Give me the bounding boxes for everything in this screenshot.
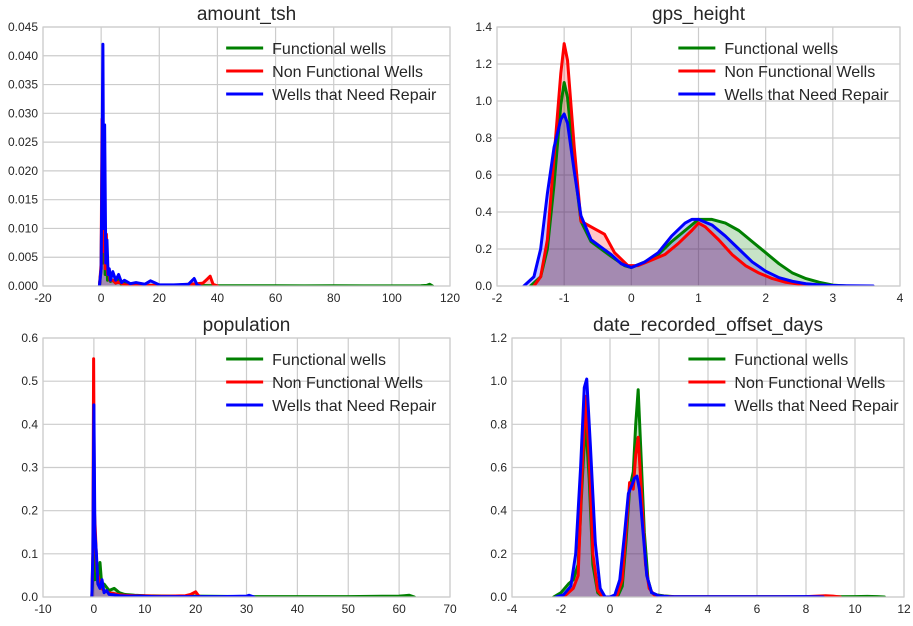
x-tick-label: 60 (392, 602, 406, 616)
plot-frame (42, 26, 451, 287)
y-tick-label: 0.045 (8, 20, 38, 34)
y-tick-label: 0.0 (490, 590, 507, 604)
x-tick-label: 70 (443, 602, 457, 616)
x-tick-label: 1 (695, 291, 702, 305)
y-tick-label: 0.025 (8, 135, 38, 149)
x-tick-label: -2 (492, 291, 503, 305)
x-tick-label: 0 (607, 602, 614, 616)
y-tick-label: 0.030 (8, 106, 38, 120)
x-tick-label: 40 (211, 291, 225, 305)
x-tick-label: -1 (559, 291, 570, 305)
x-tick-label: -10 (34, 602, 52, 616)
y-tick-label: 0.2 (475, 242, 492, 256)
panel-title: gps_height (652, 4, 746, 25)
x-tick-label: 20 (153, 291, 167, 305)
legend-label: Functional wells (724, 41, 838, 58)
panel-gps-height: -2 -1 0 1 2 3 4 0.0 0.2 0.4 0.6 0.8 1.0 1.2 1.4 gps_hei… (475, 4, 903, 305)
y-tick-label: 0.035 (8, 78, 38, 92)
x-tick-label: 100 (382, 291, 402, 305)
legend-label: Non Functional Wells (272, 375, 423, 392)
y-tick-label: 0.005 (8, 250, 38, 264)
x-tick-label: -2 (556, 602, 567, 616)
x-tick-label: 8 (803, 602, 810, 616)
panel-title: date_recorded_offset_days (593, 315, 823, 336)
legend-label: Non Functional Wells (724, 64, 875, 81)
legend-label: Wells that Need Repair (272, 398, 437, 415)
plot-frame (496, 26, 901, 287)
legend-label: Wells that Need Repair (734, 398, 899, 415)
y-tick-label: 0.5 (21, 374, 38, 388)
legend-label: Non Functional Wells (272, 64, 423, 81)
x-tick-label: 2 (656, 602, 663, 616)
y-tick-label: 0.2 (490, 547, 507, 561)
y-tick-label: 0.015 (8, 193, 38, 207)
panel-amount-tsh: -20 0 20 40 60 80 100 120 0.000 0.005 0.010 0.015 0.… (8, 4, 460, 305)
y-tick-label: 0.040 (8, 49, 38, 63)
legend-label: Functional wells (272, 41, 386, 58)
x-tick-label: 0 (98, 291, 105, 305)
y-tick-label: 0.4 (490, 504, 507, 518)
y-tick-label: 1.4 (475, 20, 492, 34)
panel-population: -10 0 10 20 30 40 50 60 70 0.0 0.1 0.2 0.3 0.4 0.5 0.6 p… (21, 315, 457, 616)
x-tick-label: 120 (440, 291, 460, 305)
legend-label: Non Functional Wells (734, 375, 885, 392)
plot-frame (42, 337, 451, 598)
y-tick-label: 0.4 (21, 417, 38, 431)
x-tick-label: 30 (240, 602, 254, 616)
panel-title: population (203, 315, 291, 336)
y-tick-label: 1.0 (475, 94, 492, 108)
y-tick-label: 0.3 (21, 461, 38, 475)
x-tick-label: 60 (269, 291, 283, 305)
panel-title: amount_tsh (197, 4, 296, 25)
y-tick-label: 0.0 (21, 590, 38, 604)
legend-label: Wells that Need Repair (272, 87, 437, 104)
x-tick-label: -20 (34, 291, 52, 305)
y-tick-label: 0.8 (490, 417, 507, 431)
series-group (522, 42, 875, 286)
series-line-wells-that-need-repair (522, 112, 875, 286)
x-tick-label: 10 (138, 602, 152, 616)
x-tick-label: 4 (705, 602, 712, 616)
y-tick-label: 0.0 (475, 279, 492, 293)
y-tick-label: 0.6 (490, 461, 507, 475)
legend-label: Functional wells (734, 352, 848, 369)
x-tick-label: -4 (507, 602, 518, 616)
y-tick-label: 0.6 (21, 331, 38, 345)
legend-label: Wells that Need Repair (724, 87, 889, 104)
panel-date-recorded-offset-days: -4 -2 0 2 4 6 8 10 12 0.0 0.2 0.4 0.6 0.8 1.0 1.2 date_r… (490, 315, 911, 616)
y-tick-label: 1.2 (490, 331, 507, 345)
y-tick-label: 0.8 (475, 131, 492, 145)
series-line-non-functional-wells (97, 117, 219, 286)
legend-label: Functional wells (272, 352, 386, 369)
y-tick-label: 0.020 (8, 164, 38, 178)
x-tick-label: 40 (291, 602, 305, 616)
y-tick-label: 0.6 (475, 168, 492, 182)
x-tick-label: 20 (189, 602, 203, 616)
series-line-wells-that-need-repair (97, 42, 202, 286)
series-area-non-functional-wells (558, 396, 841, 597)
x-tick-label: 80 (327, 291, 341, 305)
x-tick-label: 6 (754, 602, 761, 616)
y-tick-label: 0.010 (8, 221, 38, 235)
x-tick-label: 4 (897, 291, 904, 305)
y-tick-label: 0.1 (21, 547, 38, 561)
y-tick-label: 0.000 (8, 279, 38, 293)
y-tick-label: 0.2 (21, 504, 38, 518)
x-tick-label: 0 (91, 602, 98, 616)
x-tick-label: 50 (342, 602, 356, 616)
plot-frame (511, 337, 905, 598)
x-tick-label: 12 (897, 602, 911, 616)
x-tick-label: 2 (762, 291, 769, 305)
series-area-wells-that-need-repair (556, 379, 824, 597)
x-tick-label: 0 (628, 291, 635, 305)
y-tick-label: 1.2 (475, 57, 492, 71)
x-tick-label: 3 (829, 291, 836, 305)
y-tick-label: 1.0 (490, 374, 507, 388)
y-tick-label: 0.4 (475, 205, 492, 219)
x-tick-label: 10 (848, 602, 862, 616)
